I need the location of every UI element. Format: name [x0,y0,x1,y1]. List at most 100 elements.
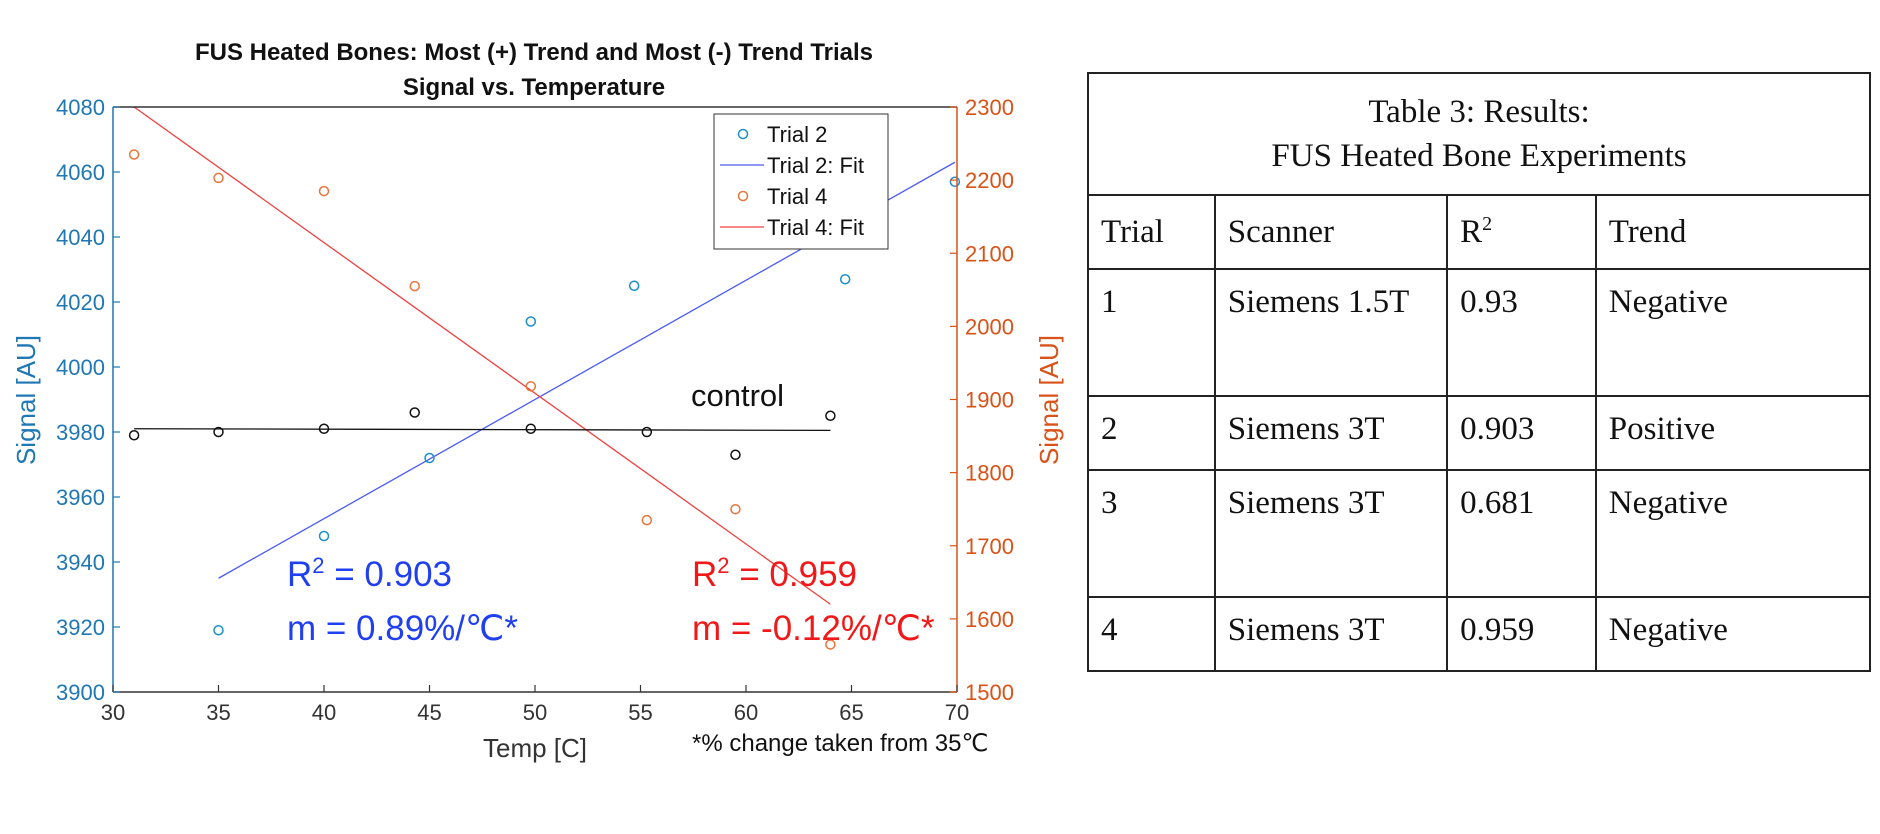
cell-trial: 1 [1087,268,1216,397]
y-left-tick-label: 3940 [56,550,105,575]
control-point [409,407,420,418]
table-row: 3 Siemens 3T 0.681 Negative [1087,469,1872,598]
control-point [318,423,330,434]
x-tick-label: 60 [734,700,758,725]
trial4-point [730,503,741,515]
legend: Trial 2 Trial 2: Fit Trial 4 Trial 4: Fi… [713,113,889,250]
trial2-point [213,625,224,636]
x-tick-label: 30 [101,700,125,725]
header-trend: Trend [1594,194,1872,270]
trial2-point [525,316,537,327]
trial2-r2-annotation: R2 = 0.903 [287,553,452,594]
trial4-r2-annotation: R2 = 0.959 [692,553,857,594]
trial4-point [213,172,224,184]
trial2-r2-exponent: 2 [312,553,324,578]
trial2-point [318,530,330,542]
y-axis-label-left: Signal [AU] [11,335,41,465]
cell-scanner: Siemens 3T [1213,395,1449,471]
control-point [213,426,224,438]
y-left-tick-label: 4040 [56,225,105,250]
y-right-tick-label: 1600 [965,607,1014,632]
y-right-tick-label: 2200 [965,168,1014,193]
legend-trial2-fit-label: Trial 2: Fit [767,153,864,178]
trial2-point [628,280,640,291]
y-left-tick-label: 3980 [56,420,105,445]
x-tick-label: 50 [523,700,547,725]
control-label: control [691,378,784,413]
header-scanner: Scanner [1213,194,1449,270]
table-caption-line1: Table 3: Results: [1368,94,1590,130]
trial4-slope-annotation: m = -0.12%/℃* [692,609,935,648]
x-tick-label: 70 [945,700,969,725]
y-left-tick-label: 3920 [56,615,105,640]
cell-r2: 0.93 [1446,268,1597,397]
results-table-container: Table 3: Results: FUS Heated Bone Experi… [1087,72,1872,672]
control-point [641,426,653,438]
y-right-tick-label: 1800 [965,461,1014,486]
header-r2-base: R [1460,214,1483,250]
chart: FUS Heated Bones: Most (+) Trend and Mos… [11,39,1064,763]
header-r2: R2 [1446,194,1597,270]
x-tick-label: 35 [206,700,230,725]
y-left-tick-label: 3960 [56,485,105,510]
trial4-point [318,185,330,197]
control-point [128,430,140,441]
x-tick-label: 40 [312,700,336,725]
table-header-row: Trial Scanner R2 Trend [1087,194,1872,270]
legend-trial4-marker [737,190,749,202]
control-point [525,423,537,434]
chart-subtitle: Signal vs. Temperature [403,74,665,101]
cell-scanner: Siemens 3T [1213,596,1449,672]
cell-r2: 0.681 [1446,469,1597,598]
y-right-tick-label: 1500 [965,680,1014,705]
y-left-tick-label: 4020 [56,290,105,315]
cell-trend: Negative [1594,268,1872,397]
y-axis-label-right: Signal [AU] [1034,335,1064,465]
x-axis-label: Temp [C] [483,733,587,763]
y-right-tick-label: 2300 [965,95,1014,120]
legend-trial4-fit-label: Trial 4: Fit [767,215,864,240]
trial4-point [409,280,420,292]
table-row: 4 Siemens 3T 0.959 Negative [1087,596,1872,672]
table-caption: Table 3: Results: FUS Heated Bone Experi… [1087,72,1871,196]
y-left-tick-label: 4060 [56,160,105,185]
cell-scanner: Siemens 1.5T [1213,268,1449,397]
trial4-point [128,149,140,160]
cell-trend: Negative [1594,469,1872,598]
trial4-point [641,514,653,526]
table-row: 1 Siemens 1.5T 0.93 Negative [1087,268,1872,397]
header-r2-superscript: 2 [1482,213,1493,235]
y-right-tick-label: 1700 [965,534,1014,559]
x-tick-label: 65 [839,700,863,725]
trial4-point [525,381,537,392]
trial2-point [839,274,851,285]
y-left-tick-label: 3900 [56,680,105,705]
cell-r2: 0.903 [1446,395,1597,471]
table-row: 2 Siemens 3T 0.903 Positive [1087,395,1872,471]
legend-trial2-label: Trial 2 [767,122,827,147]
y-left-tick-label: 4080 [56,95,105,120]
cell-r2: 0.959 [1446,596,1597,672]
footnote: *% change taken from 35℃ [692,730,988,757]
table-caption-line2: FUS Heated Bone Experiments [1271,138,1687,174]
y-right-tick-label: 2000 [965,314,1014,339]
trial4-fit-line [133,106,831,605]
x-tick-label: 45 [417,700,441,725]
cell-trial: 4 [1087,596,1216,672]
trial4-r2-exponent: 2 [717,553,729,578]
chart-title: FUS Heated Bones: Most (+) Trend and Mos… [195,39,873,66]
cell-trial: 2 [1087,395,1216,471]
control-point [825,410,836,421]
cell-scanner: Siemens 3T [1213,469,1449,598]
legend-trial2-marker [737,128,749,140]
cell-trend: Positive [1594,395,1872,471]
table-caption-row: Table 3: Results: FUS Heated Bone Experi… [1087,72,1871,196]
y-left-tick-label: 4000 [56,355,105,380]
trial4-point [825,639,836,650]
results-table: Table 3: Results: FUS Heated Bone Experi… [1087,72,1872,672]
control-fit-line [134,428,831,432]
trial2-point [949,176,961,187]
x-tick-label: 55 [628,700,652,725]
legend-trial4-label: Trial 4 [767,184,827,209]
header-trial: Trial [1087,194,1216,270]
